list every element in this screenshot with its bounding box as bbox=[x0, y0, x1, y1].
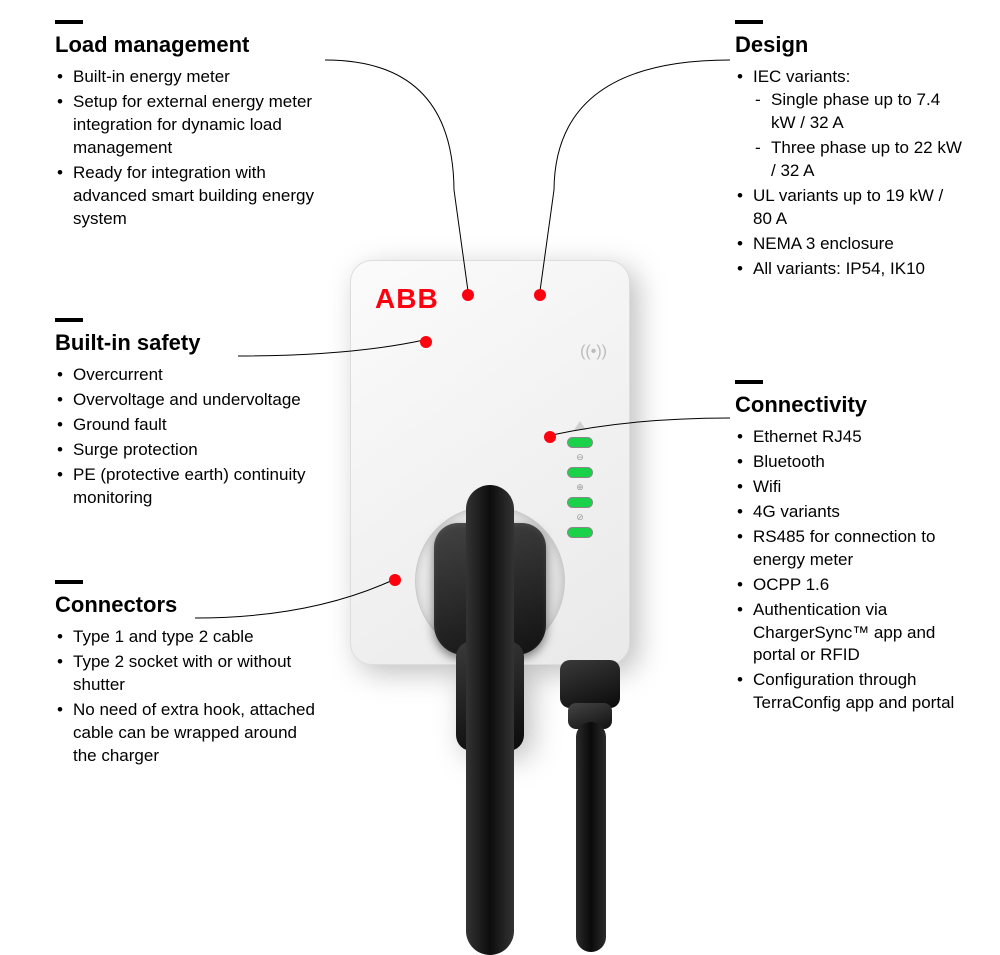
cable-main bbox=[466, 485, 514, 955]
section-dash bbox=[735, 380, 763, 384]
section-dash bbox=[735, 20, 763, 24]
callout-marker-connectivity bbox=[544, 431, 556, 443]
list-item: Configuration through TerraConfig app an… bbox=[735, 669, 965, 715]
callout-marker-connectors bbox=[389, 574, 401, 586]
list-item: Setup for external energy meter integrat… bbox=[55, 91, 325, 160]
section-connectivity: Connectivity Ethernet RJ45 Bluetooth Wif… bbox=[735, 380, 965, 717]
cable-side bbox=[576, 722, 606, 952]
warning-icon bbox=[574, 421, 586, 430]
status-led bbox=[567, 527, 593, 538]
led-divider-icon: ⊘ bbox=[576, 512, 584, 523]
list-item: Overcurrent bbox=[55, 364, 315, 387]
sub-list: Single phase up to 7.4 kW / 32 A Three p… bbox=[753, 89, 965, 183]
section-items: Built-in energy meter Setup for external… bbox=[55, 66, 325, 231]
section-load-management: Load management Built-in energy meter Se… bbox=[55, 20, 325, 233]
list-item: Ethernet RJ45 bbox=[735, 426, 965, 449]
section-items: IEC variants: Single phase up to 7.4 kW … bbox=[735, 66, 965, 280]
list-item: Type 1 and type 2 cable bbox=[55, 626, 325, 649]
list-item: Surge protection bbox=[55, 439, 315, 462]
list-item: NEMA 3 enclosure bbox=[735, 233, 965, 256]
list-item: RS485 for connection to energy meter bbox=[735, 526, 965, 572]
section-dash bbox=[55, 580, 83, 584]
list-item: Type 2 socket with or without shutter bbox=[55, 651, 325, 697]
list-item: Ground fault bbox=[55, 414, 315, 437]
list-item: Ready for integration with advanced smar… bbox=[55, 162, 325, 231]
section-dash bbox=[55, 20, 83, 24]
list-item-text: IEC variants: bbox=[753, 67, 850, 86]
list-item: Built-in energy meter bbox=[55, 66, 325, 89]
section-built-in-safety: Built-in safety Overcurrent Overvoltage … bbox=[55, 318, 315, 512]
list-item: Wifi bbox=[735, 476, 965, 499]
led-divider-icon: ⊕ bbox=[576, 482, 584, 493]
list-item: UL variants up to 19 kW / 80 A bbox=[735, 185, 965, 231]
list-item: Authentication via ChargerSync™ app and … bbox=[735, 599, 965, 668]
section-title: Design bbox=[735, 32, 965, 58]
list-item: 4G variants bbox=[735, 501, 965, 524]
status-led bbox=[567, 497, 593, 508]
status-led bbox=[567, 467, 593, 478]
callout-marker-safety bbox=[420, 336, 432, 348]
callout-marker-design bbox=[534, 289, 546, 301]
cable-gland bbox=[560, 660, 620, 708]
section-title: Connectors bbox=[55, 592, 325, 618]
list-item: No need of extra hook, attached cable ca… bbox=[55, 699, 325, 768]
section-items: Type 1 and type 2 cable Type 2 socket wi… bbox=[55, 626, 325, 768]
section-title: Built-in safety bbox=[55, 330, 315, 356]
led-divider-icon: ⊖ bbox=[576, 452, 584, 463]
section-items: Overcurrent Overvoltage and undervoltage… bbox=[55, 364, 315, 510]
section-dash bbox=[55, 318, 83, 322]
status-led bbox=[567, 437, 593, 448]
section-items: Ethernet RJ45 Bluetooth Wifi 4G variants… bbox=[735, 426, 965, 715]
brand-logo: ABB bbox=[375, 283, 439, 315]
list-item: PE (protective earth) continuity monitor… bbox=[55, 464, 315, 510]
list-item: Overvoltage and undervoltage bbox=[55, 389, 315, 412]
sub-list-item: Three phase up to 22 kW / 32 A bbox=[753, 137, 965, 183]
rfid-icon: ((•)) bbox=[580, 343, 607, 361]
list-item: All variants: IP54, IK10 bbox=[735, 258, 965, 281]
list-item: IEC variants: Single phase up to 7.4 kW … bbox=[735, 66, 965, 183]
list-item: OCPP 1.6 bbox=[735, 574, 965, 597]
sub-list-item: Single phase up to 7.4 kW / 32 A bbox=[753, 89, 965, 135]
section-design: Design IEC variants: Single phase up to … bbox=[735, 20, 965, 282]
section-title: Connectivity bbox=[735, 392, 965, 418]
section-title: Load management bbox=[55, 32, 325, 58]
led-stack: ⊖ ⊕ ⊘ bbox=[567, 421, 593, 538]
section-connectors: Connectors Type 1 and type 2 cable Type … bbox=[55, 580, 325, 770]
list-item: Bluetooth bbox=[735, 451, 965, 474]
callout-marker-load-management bbox=[462, 289, 474, 301]
